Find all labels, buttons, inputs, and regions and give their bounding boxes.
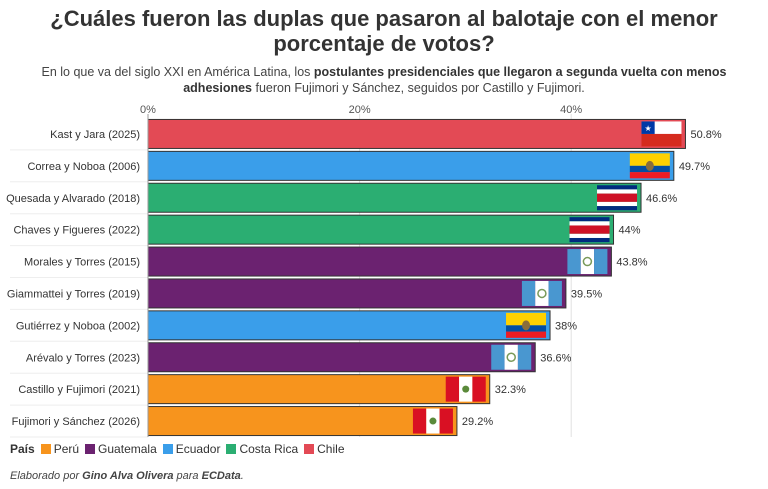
credit-outlet: ECData <box>201 470 241 482</box>
legend-swatch-ecuador <box>162 444 173 454</box>
value-label: 49.7% <box>679 161 710 173</box>
legend: País Perú Guatemala Ecuador Costa Rica C… <box>10 442 351 456</box>
category-label: Giammattei y Torres (2019) <box>7 288 140 300</box>
bar <box>147 406 458 437</box>
bar <box>147 150 675 181</box>
guatemala-flag <box>491 344 532 370</box>
legend-item-ecuador[interactable]: Ecuador <box>162 442 221 456</box>
legend-label-costa-rica: Costa Rica <box>239 442 299 456</box>
subtitle-text-1: En lo que va del siglo XXI en América La… <box>41 65 314 79</box>
credit-author: Gino Alva Olivera <box>82 470 174 482</box>
ecuador-flag <box>629 153 670 179</box>
title-line-1: ¿Cuáles fueron las duplas que pasaron al… <box>50 6 718 31</box>
legend-title: País <box>10 442 35 456</box>
credit-middle: para <box>173 470 202 482</box>
legend-label-guatemala: Guatemala <box>98 442 157 456</box>
legend-swatch-chile <box>304 444 315 454</box>
category-label: Castillo y Fujimori (2021) <box>18 384 140 396</box>
bar <box>147 118 686 149</box>
value-label: 50.8% <box>690 129 721 141</box>
chile-flag: ★ <box>641 121 682 147</box>
chart-subtitle: En lo que va del siglo XXI en América La… <box>10 64 758 96</box>
value-label: 38% <box>555 320 577 332</box>
legend-item-peru[interactable]: Perú <box>40 442 80 456</box>
costa-rica-flag <box>569 217 610 243</box>
value-label: 46.6% <box>646 193 677 205</box>
ecuador-flag <box>506 312 547 338</box>
bar-chart: 0% 20% 40% Kast y Jara (2025) ★ 50.8% Correa y… <box>6 104 722 438</box>
peru-flag <box>412 408 453 434</box>
bar <box>147 278 567 309</box>
value-label: 43.8% <box>616 257 647 269</box>
legend-label-peru: Perú <box>53 442 80 456</box>
x-tick-label: 40% <box>560 104 582 116</box>
subtitle-text-2: fueron Fujimori y Sánchez, seguidos por … <box>252 81 585 95</box>
legend-swatch-costa-rica <box>226 444 237 454</box>
category-label: Fujimori y Sánchez (2026) <box>12 416 140 428</box>
legend-label-ecuador: Ecuador <box>175 442 221 456</box>
value-label: 39.5% <box>571 288 602 300</box>
legend-label-chile: Chile <box>317 442 345 456</box>
category-label: Quesada y Alvarado (2018) <box>6 193 140 205</box>
legend-item-chile[interactable]: Chile <box>304 442 345 456</box>
legend-swatch-guatemala <box>85 444 96 454</box>
value-label: 36.6% <box>540 352 571 364</box>
category-label: Kast y Jara (2025) <box>50 129 140 141</box>
bar <box>147 374 491 405</box>
category-label: Gutiérrez y Noboa (2002) <box>16 320 140 332</box>
bar <box>147 342 536 373</box>
value-label: 32.3% <box>495 384 526 396</box>
credit-prefix: Elaborado por <box>10 470 83 482</box>
bar <box>147 182 642 213</box>
title-line-2: porcentaje de votos? <box>273 31 495 56</box>
x-tick-label: 20% <box>349 104 371 116</box>
subtitle-bold-2: adhesiones <box>183 81 252 95</box>
category-label: Morales y Torres (2015) <box>24 257 140 269</box>
costa-rica-flag <box>597 185 638 211</box>
legend-item-costa-rica[interactable]: Costa Rica <box>226 442 298 456</box>
bar <box>147 246 612 277</box>
value-label: 44% <box>619 225 641 237</box>
category-label: Arévalo y Torres (2023) <box>26 352 140 364</box>
value-label: 29.2% <box>462 416 493 428</box>
bar <box>147 214 615 245</box>
peru-flag <box>445 376 486 402</box>
credit-line: Elaborado por Gino Alva Olivera para ECD… <box>10 470 244 482</box>
svg-text:★: ★ <box>644 124 651 133</box>
category-label: Correa y Noboa (2006) <box>27 161 140 173</box>
credit-suffix: . <box>240 470 244 482</box>
legend-item-guatemala[interactable]: Guatemala <box>85 442 157 456</box>
guatemala-flag <box>521 280 562 306</box>
guatemala-flag <box>567 249 608 275</box>
category-label: Chaves y Figueres (2022) <box>13 225 140 237</box>
bar <box>147 310 551 341</box>
subtitle-bold-1: postulantes presidenciales que llegaron … <box>313 65 727 79</box>
legend-swatch-peru <box>40 444 51 454</box>
x-tick-label: 0% <box>140 104 156 116</box>
chart-title: ¿Cuáles fueron las duplas que pasaron al… <box>0 6 768 56</box>
